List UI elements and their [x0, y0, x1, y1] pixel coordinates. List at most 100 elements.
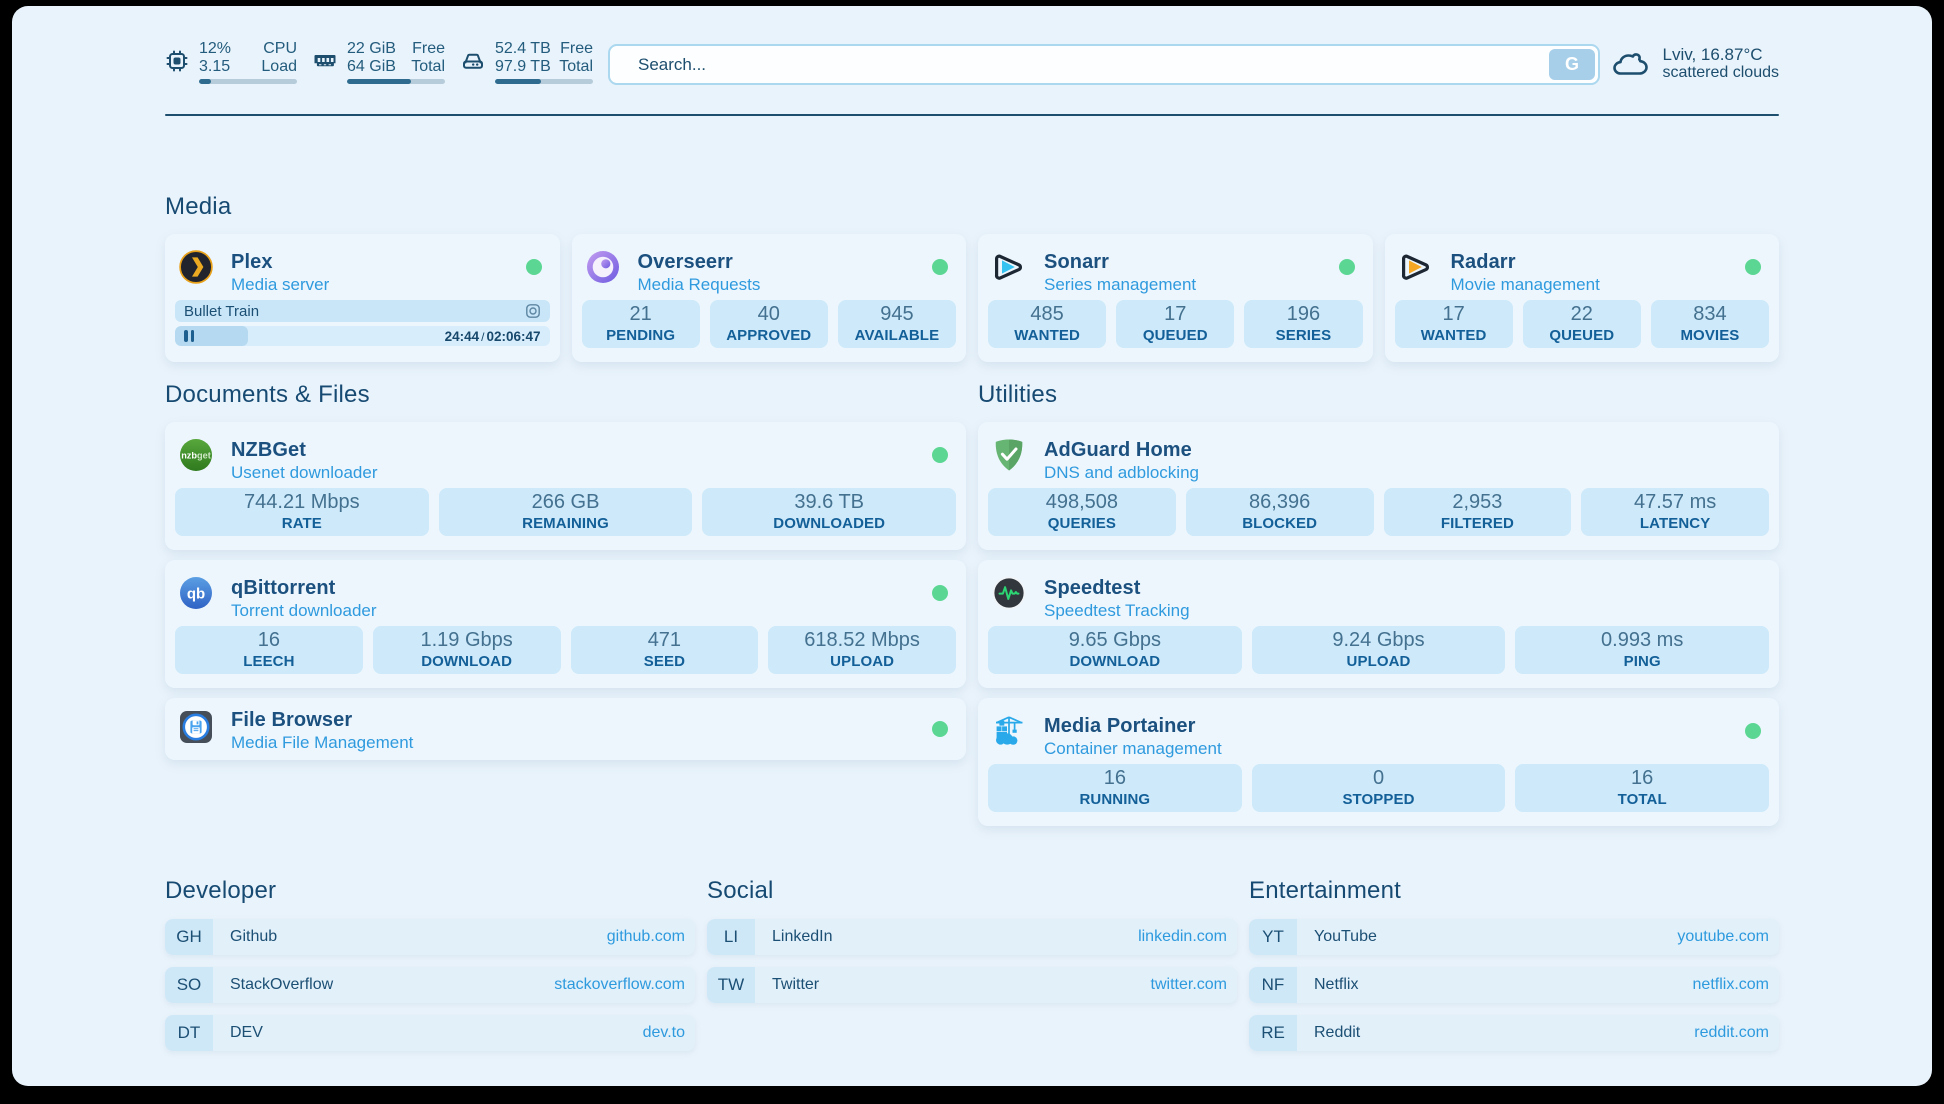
memory-total-label: Total: [411, 58, 445, 75]
app-card-speedtest[interactable]: Speedtest Speedtest Tracking 9.65 Gbps D…: [978, 560, 1779, 688]
bookmark-dev[interactable]: DT DEV dev.to: [165, 1015, 695, 1051]
bookmark-abbr: LI: [707, 919, 755, 955]
bookmark-group-entertainment: Entertainment YT YouTube youtube.com NF …: [1249, 876, 1779, 1051]
app-card-adguard[interactable]: AdGuard Home DNS and adblocking 498,508 …: [978, 422, 1779, 550]
stat-upload: 9.24 Gbps UPLOAD: [1251, 626, 1506, 674]
bookmark-stackoverflow[interactable]: SO StackOverflow stackoverflow.com: [165, 967, 695, 1003]
app-card-radarr[interactable]: Radarr Movie management 17 WANTED 22 QUE…: [1384, 234, 1779, 362]
now-playing-time: 24:44/02:06:47: [444, 329, 541, 344]
qbittorrent-icon: [179, 576, 213, 610]
now-playing-row: Bullet Train: [175, 300, 550, 322]
app-card-nzbget[interactable]: NZBGet Usenet downloader 744.21 Mbps RAT…: [165, 422, 966, 550]
disk-total-label: Total: [559, 58, 593, 75]
bookmark-name: Reddit: [1314, 1024, 1361, 1041]
bookmark-domain: github.com: [606, 928, 685, 945]
app-title: Overseerr: [637, 251, 733, 273]
app-card-sonarr[interactable]: Sonarr Series management 485 WANTED 17 Q…: [978, 234, 1373, 362]
stat-download: 9.65 Gbps DOWNLOAD: [988, 626, 1242, 674]
filebrowser-icon: [179, 710, 213, 744]
cpu-usage-value: 12%: [199, 40, 232, 57]
section-title-media: Media: [165, 193, 232, 220]
stat-series: 196 SERIES: [1244, 300, 1363, 348]
stat-approved: 40 APPROVED: [709, 300, 828, 348]
header-bar: 12% CPU 3.15 Load: [165, 40, 1779, 87]
stat-total: 16 TOTAL: [1515, 764, 1770, 812]
stat-downloaded: 39.6 TB DOWNLOADED: [702, 488, 957, 536]
bookmark-github[interactable]: GH Github github.com: [165, 919, 695, 955]
section-title-documents: Documents & Files: [165, 381, 370, 408]
app-card-portainer[interactable]: Media Portainer Container management 16 …: [978, 698, 1779, 826]
section-title-developer: Developer: [165, 877, 277, 904]
portainer-icon: [992, 714, 1026, 748]
bookmark-twitter[interactable]: TW Twitter twitter.com: [707, 967, 1237, 1003]
status-dot: [1745, 259, 1761, 275]
speedtest-icon: [992, 576, 1026, 610]
memory-icon: [313, 49, 337, 73]
memory-free-label: Free: [412, 40, 445, 57]
dashboard-page: 12% CPU 3.15 Load: [12, 6, 1932, 1086]
bookmark-name: LinkedIn: [772, 928, 833, 945]
stat-wanted: 485 WANTED: [988, 300, 1107, 348]
stat-pending: 21 PENDING: [581, 300, 700, 348]
stat-rate: 744.21 Mbps RATE: [175, 488, 429, 536]
app-card-plex[interactable]: Plex Media server Bullet Train 24:44/02:…: [165, 234, 560, 362]
app-subtitle: Media Requests: [637, 275, 761, 294]
pause-icon[interactable]: [184, 330, 194, 342]
bookmark-abbr: RE: [1249, 1015, 1297, 1051]
app-subtitle: Usenet downloader: [231, 463, 378, 482]
bookmark-domain: twitter.com: [1150, 976, 1227, 993]
bookmark-name: Github: [230, 928, 278, 945]
disk-icon: [461, 49, 485, 73]
cpu-load-value: 3.15: [199, 58, 231, 75]
app-title: Plex: [231, 251, 273, 273]
app-title: File Browser: [231, 709, 353, 731]
bookmark-domain: netflix.com: [1692, 976, 1769, 993]
search-engine-button[interactable]: G: [1549, 49, 1595, 80]
status-dot: [1338, 259, 1355, 275]
bookmark-domain: stackoverflow.com: [554, 976, 685, 993]
disk-progress-bar: [495, 79, 593, 84]
stat-blocked: 86,396 BLOCKED: [1185, 488, 1374, 536]
disk-total-value: 97.9 TB: [495, 58, 551, 75]
bookmark-domain: reddit.com: [1694, 1024, 1769, 1041]
cpu-widget: 12% CPU 3.15 Load: [165, 40, 297, 84]
bookmark-abbr: GH: [165, 919, 213, 955]
radarr-icon: [1399, 250, 1433, 284]
stat-movies: 834 MOVIES: [1650, 300, 1770, 348]
app-title: qBittorrent: [231, 577, 336, 599]
bookmark-name: StackOverflow: [230, 976, 334, 993]
app-card-overseerr[interactable]: Overseerr Media Requests 21 PENDING 40 A…: [571, 234, 966, 362]
bookmark-domain: youtube.com: [1677, 928, 1769, 945]
stat-stopped: 0 STOPPED: [1251, 764, 1506, 812]
bookmark-domain: dev.to: [642, 1024, 685, 1041]
stat-remaining: 266 GB REMAINING: [438, 488, 693, 536]
bookmark-netflix[interactable]: NF Netflix netflix.com: [1249, 967, 1779, 1003]
app-title: Speedtest: [1044, 577, 1141, 599]
memory-progress-bar: [347, 79, 445, 84]
bookmark-group-developer: Developer GH Github github.com SO StackO…: [165, 876, 695, 1051]
app-subtitle: DNS and adblocking: [1044, 463, 1199, 482]
sonarr-icon: [992, 250, 1026, 284]
cpu-progress-bar: [199, 79, 297, 84]
search-input[interactable]: [638, 46, 1498, 83]
stat-queries: 498,508 QUERIES: [988, 488, 1176, 536]
bookmark-reddit[interactable]: RE Reddit reddit.com: [1249, 1015, 1779, 1051]
bookmark-name: DEV: [230, 1024, 263, 1041]
bookmark-linkedin[interactable]: LI LinkedIn linkedin.com: [707, 919, 1237, 955]
app-card-qbittorrent[interactable]: qBittorrent Torrent downloader 16 LEECH …: [165, 560, 966, 688]
app-subtitle: Series management: [1044, 275, 1197, 294]
stat-latency: 47.57 ms LATENCY: [1581, 488, 1769, 536]
camera-icon: [525, 303, 541, 319]
stat-leech: 16 LEECH: [175, 626, 363, 674]
app-title: Sonarr: [1044, 251, 1110, 273]
stat-wanted: 17 WANTED: [1394, 300, 1513, 348]
now-playing-title: Bullet Train: [184, 302, 260, 320]
stat-running: 16 RUNNING: [988, 764, 1242, 812]
bookmark-name: Netflix: [1314, 976, 1359, 993]
bookmark-youtube[interactable]: YT YouTube youtube.com: [1249, 919, 1779, 955]
app-card-filebrowser[interactable]: File Browser Media File Management: [165, 698, 966, 760]
disk-free-value: 52.4 TB: [495, 40, 551, 57]
app-title: Radarr: [1450, 251, 1516, 273]
status-dot: [525, 259, 542, 275]
status-dot: [932, 447, 948, 463]
